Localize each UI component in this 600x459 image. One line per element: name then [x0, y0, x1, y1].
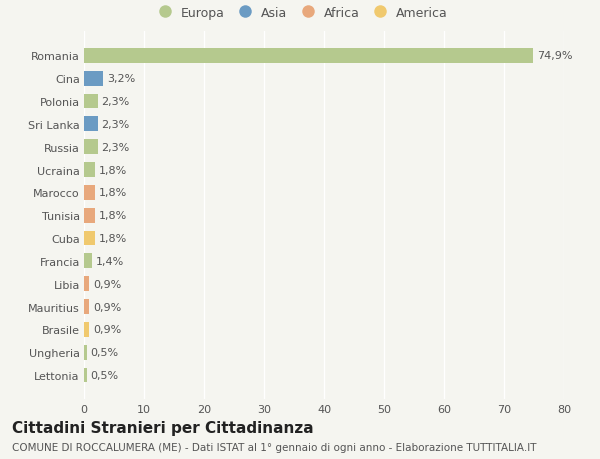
Bar	[84, 368, 87, 383]
Bar	[84, 72, 103, 86]
Text: 2,3%: 2,3%	[101, 142, 130, 152]
Bar	[84, 277, 89, 291]
Text: 3,2%: 3,2%	[107, 74, 135, 84]
Text: 0,5%: 0,5%	[91, 370, 119, 380]
Text: 2,3%: 2,3%	[101, 120, 130, 129]
Text: COMUNE DI ROCCALUMERA (ME) - Dati ISTAT al 1° gennaio di ogni anno - Elaborazion: COMUNE DI ROCCALUMERA (ME) - Dati ISTAT …	[12, 442, 536, 452]
Text: 0,9%: 0,9%	[93, 302, 121, 312]
Bar	[84, 208, 95, 223]
Bar	[84, 322, 89, 337]
Bar	[84, 95, 98, 109]
Bar	[84, 140, 98, 155]
Text: 74,9%: 74,9%	[537, 51, 572, 61]
Text: 1,8%: 1,8%	[98, 234, 127, 244]
Text: 1,8%: 1,8%	[98, 165, 127, 175]
Text: 1,8%: 1,8%	[98, 188, 127, 198]
Bar	[84, 49, 533, 64]
Bar	[84, 231, 95, 246]
Text: 0,9%: 0,9%	[93, 279, 121, 289]
Text: 1,8%: 1,8%	[98, 211, 127, 221]
Text: 1,4%: 1,4%	[96, 256, 124, 266]
Bar	[84, 254, 92, 269]
Text: 0,5%: 0,5%	[91, 347, 119, 358]
Bar	[84, 345, 87, 360]
Text: 0,9%: 0,9%	[93, 325, 121, 335]
Text: 2,3%: 2,3%	[101, 97, 130, 107]
Bar	[84, 163, 95, 178]
Bar	[84, 185, 95, 200]
Bar	[84, 117, 98, 132]
Bar	[84, 299, 89, 314]
Text: Cittadini Stranieri per Cittadinanza: Cittadini Stranieri per Cittadinanza	[12, 420, 314, 435]
Legend: Europa, Asia, Africa, America: Europa, Asia, Africa, America	[150, 4, 450, 22]
